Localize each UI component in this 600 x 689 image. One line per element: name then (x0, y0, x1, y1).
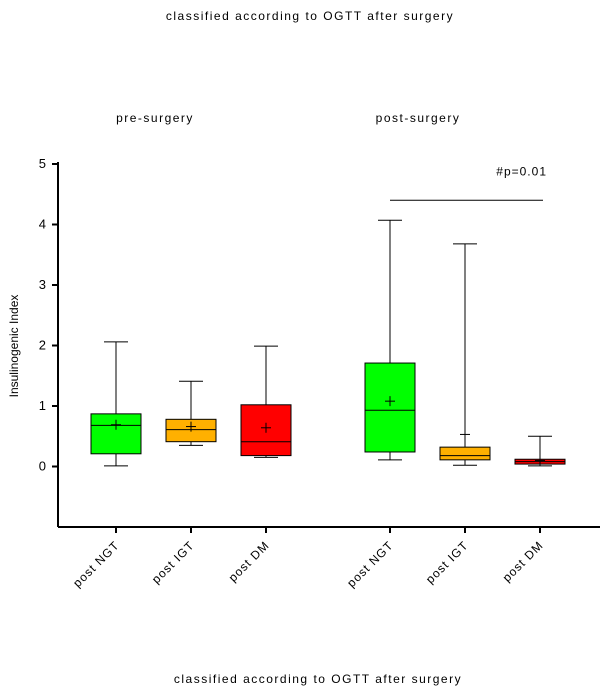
y-axis-label: Insulinogenic Index (7, 295, 21, 398)
box-series (90, 219, 566, 467)
box-3 (240, 345, 292, 458)
significance-annotation: #p=0.01 (390, 164, 547, 201)
x-tick-label: post NGT (344, 538, 396, 590)
box-2 (165, 380, 217, 446)
box-iqr (364, 362, 416, 453)
x-tick-label: post DM (500, 538, 546, 584)
x-tick-label: post NGT (70, 538, 122, 590)
box-6 (514, 435, 566, 467)
x-tick-label: post IGT (149, 538, 197, 586)
box-iqr (439, 446, 491, 461)
y-tick-label: 0 (39, 459, 46, 474)
y-axis: 0 1 2 3 4 5 (39, 156, 59, 527)
y-tick-label: 2 (39, 338, 46, 353)
group-label-pre-surgery: pre-surgery (116, 111, 194, 125)
box-5 (439, 243, 491, 466)
group-label-post-surgery: post-surgery (376, 111, 461, 125)
chart-title: classified according to OGTT after surge… (166, 9, 454, 23)
y-tick-label: 3 (39, 277, 46, 292)
significance-label: #p=0.01 (496, 164, 547, 178)
box-4 (364, 219, 416, 461)
y-tick-label: 1 (39, 398, 46, 413)
box-iqr (90, 413, 142, 455)
y-tick-label: 4 (39, 217, 46, 232)
x-tick-label: post IGT (423, 538, 471, 586)
x-axis: post NGT post IGT post DM post NGT post IGT p… (58, 526, 600, 590)
footer-caption: classified according to OGTT after surge… (174, 672, 462, 686)
x-tick-label: post DM (226, 538, 272, 584)
y-tick-label: 5 (39, 156, 46, 171)
box-1 (90, 341, 142, 467)
